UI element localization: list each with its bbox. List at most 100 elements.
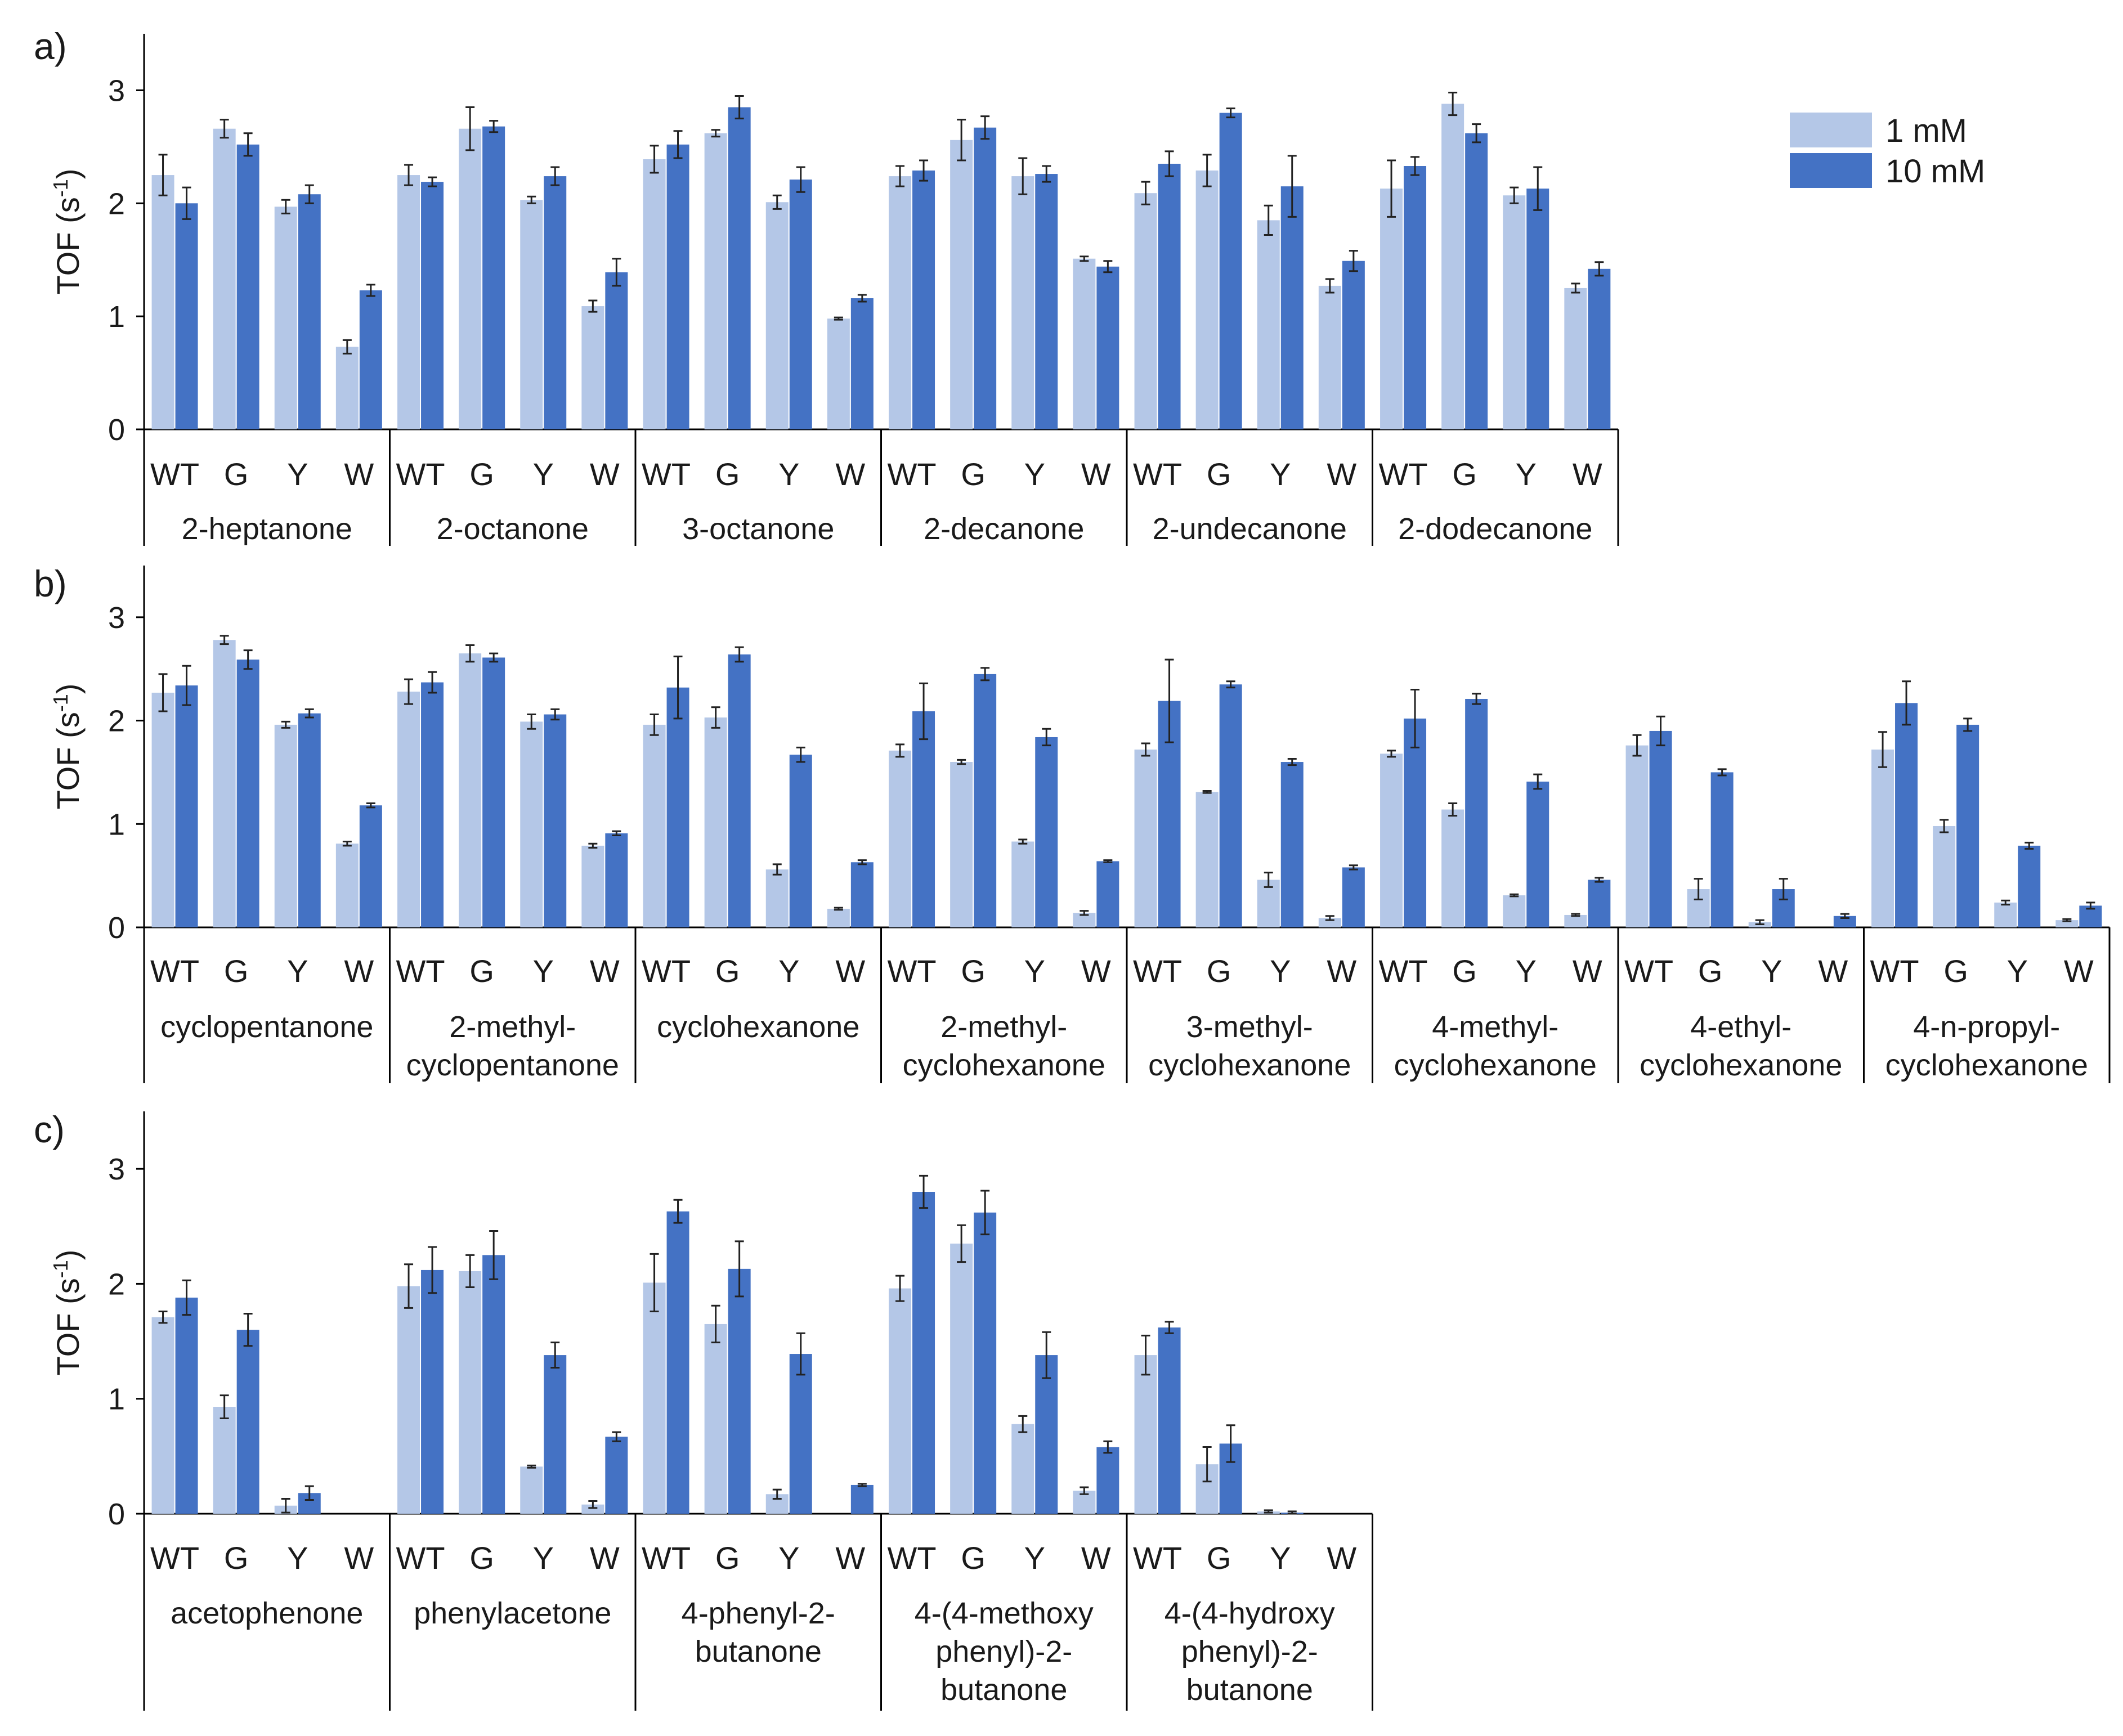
group-label: cyclohexanone <box>903 1048 1105 1082</box>
x-tick-label: G <box>1943 953 1968 989</box>
bar-10mm <box>359 290 382 429</box>
bar-1mm <box>1134 193 1157 429</box>
x-tick-label: Y <box>1270 953 1291 989</box>
x-tick-label: G <box>469 953 494 989</box>
bar-10mm <box>1588 880 1611 927</box>
bar-1mm <box>643 159 666 429</box>
bar-10mm <box>1895 703 1918 927</box>
bar-10mm <box>1833 916 1856 927</box>
bar-1mm <box>1441 809 1464 927</box>
bar-1mm <box>274 207 297 429</box>
bar-1mm <box>704 717 727 927</box>
bar-1mm <box>397 175 420 429</box>
x-tick-label: G <box>1698 953 1723 989</box>
group-label: cyclopentanone <box>406 1048 619 1082</box>
x-tick-label: WT <box>1379 456 1428 492</box>
x-tick-label: Y <box>287 953 308 989</box>
bar-10mm <box>1096 861 1119 927</box>
bar-1mm <box>1134 750 1157 927</box>
x-tick-label: Y <box>1516 953 1537 989</box>
bar-1mm <box>151 692 174 927</box>
group-label: butanone <box>695 1635 822 1668</box>
bar-10mm <box>728 107 751 430</box>
bar-10mm <box>298 194 321 429</box>
bar-1mm <box>1011 1424 1034 1514</box>
group-label: 2-decanone <box>924 512 1084 546</box>
bar-10mm <box>1404 166 1427 429</box>
bar-1mm <box>1564 288 1587 429</box>
x-tick-label: WT <box>1624 953 1673 989</box>
x-tick-label: G <box>469 1540 494 1576</box>
bar-10mm <box>1096 1447 1119 1514</box>
x-tick-label: W <box>1081 456 1111 492</box>
bar-1mm <box>1195 171 1219 429</box>
bar-10mm <box>482 1255 505 1514</box>
x-tick-label: W <box>1081 953 1111 989</box>
x-tick-label: G <box>224 1540 249 1576</box>
bar-1mm <box>520 1466 543 1514</box>
bar-1mm <box>213 128 236 430</box>
bar-10mm <box>728 1268 751 1514</box>
x-tick-label: G <box>224 456 249 492</box>
x-tick-label: G <box>1207 456 1231 492</box>
bar-1mm <box>950 140 973 429</box>
group-label: cyclohexanone <box>1148 1048 1351 1082</box>
x-tick-label: W <box>590 1540 620 1576</box>
bar-10mm <box>1956 724 1979 927</box>
x-tick-label: W <box>344 1540 374 1576</box>
x-tick-label: WT <box>1133 953 1182 989</box>
group-label: cyclohexanone <box>1394 1048 1597 1082</box>
bar-1mm <box>765 202 789 429</box>
group-label: 4-(4-methoxy <box>915 1596 1094 1630</box>
x-tick-label: G <box>1452 953 1477 989</box>
bar-1mm <box>397 1286 420 1514</box>
bar-1mm <box>950 1243 973 1514</box>
x-tick-label: Y <box>1761 953 1782 989</box>
group-label: 4-n-propyl- <box>1913 1010 2060 1044</box>
bar-1mm <box>889 1288 912 1514</box>
x-tick-label: Y <box>287 1540 308 1576</box>
x-tick-label: G <box>961 456 986 492</box>
bar-10mm <box>1280 762 1304 927</box>
bar-10mm <box>666 1211 689 1514</box>
x-tick-label: G <box>1207 1540 1231 1576</box>
bar-10mm <box>1588 268 1611 429</box>
x-tick-label: WT <box>150 456 199 492</box>
x-tick-label: WT <box>888 456 937 492</box>
legend: 1 mM 10 mM <box>1790 113 1985 190</box>
bar-1mm <box>1011 841 1034 927</box>
y-tick-label: 0 <box>108 413 125 447</box>
bar-10mm <box>605 272 628 429</box>
bar-10mm <box>421 182 444 429</box>
x-tick-label: Y <box>778 456 799 492</box>
bar-1mm <box>397 692 420 927</box>
bar-10mm <box>421 682 444 927</box>
group-label: 2-methyl- <box>940 1010 1067 1044</box>
bar-1mm <box>459 653 482 927</box>
y-tick-label: 2 <box>108 1267 125 1301</box>
x-tick-label: WT <box>396 1540 445 1576</box>
x-tick-label: Y <box>1024 953 1045 989</box>
y-tick-label: 2 <box>108 705 125 738</box>
bar-10mm <box>1158 163 1181 429</box>
x-tick-label: W <box>1327 456 1356 492</box>
bar-1mm <box>1011 176 1034 429</box>
bar-10mm <box>175 203 198 429</box>
x-tick-label: Y <box>287 456 308 492</box>
bar-1mm <box>1503 195 1526 429</box>
x-tick-label: WT <box>150 1540 199 1576</box>
bar-1mm <box>274 724 297 927</box>
bar-10mm <box>236 660 259 927</box>
bar-10mm <box>236 144 259 429</box>
x-tick-label: W <box>1573 456 1602 492</box>
group-label: cyclohexanone <box>657 1010 859 1044</box>
bar-10mm <box>421 1270 444 1514</box>
group-label: 2-undecanone <box>1153 512 1347 546</box>
group-label: phenyl)-2- <box>1181 1635 1318 1668</box>
y-tick-label: 1 <box>108 808 125 841</box>
y-axis-title: TOF (s-1) <box>49 684 86 810</box>
